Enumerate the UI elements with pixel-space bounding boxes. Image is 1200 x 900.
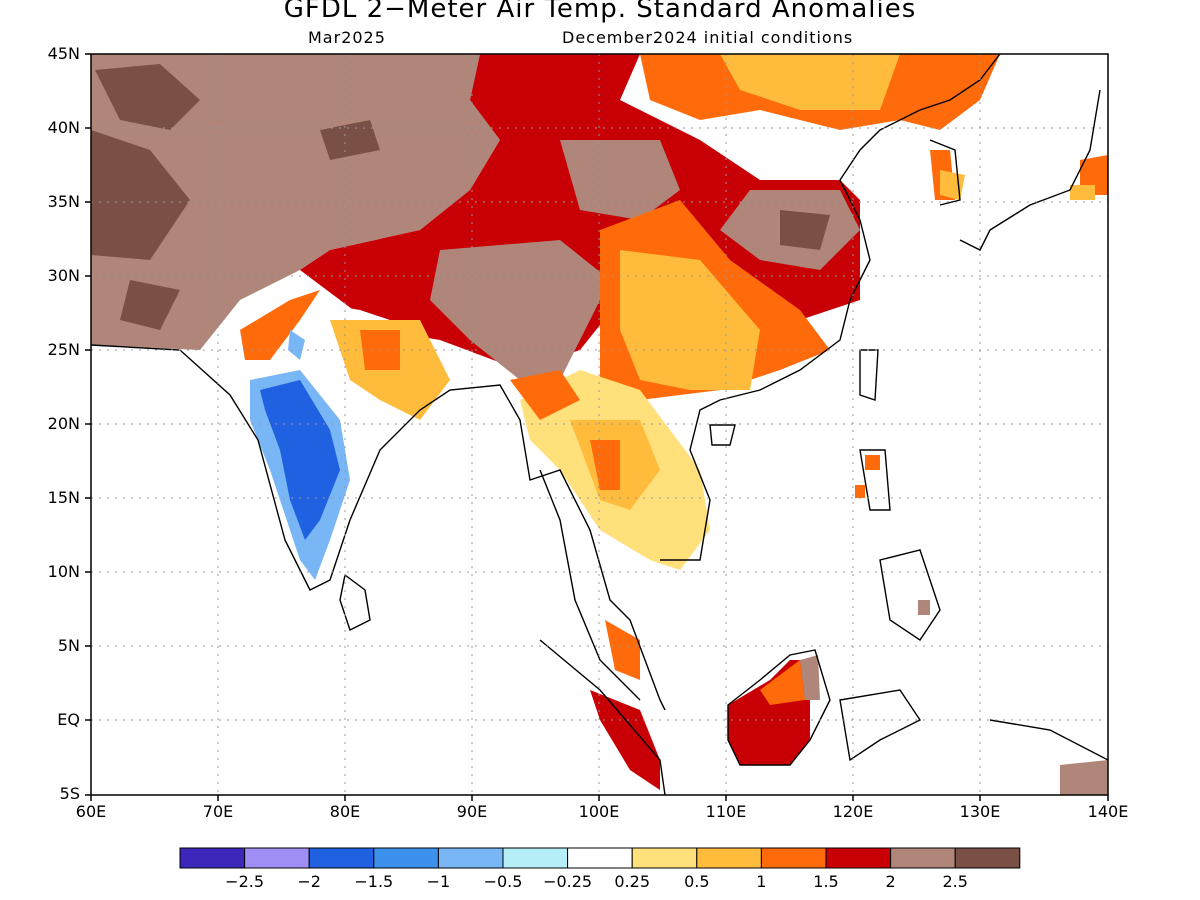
colorbar-label: −2.5 xyxy=(225,872,265,891)
colorbar-label: 0.5 xyxy=(684,872,710,891)
lat-label: 35N xyxy=(47,192,80,211)
india-anomaly xyxy=(260,380,340,540)
lat-label: 20N xyxy=(47,414,80,433)
colorbar-label: 0.25 xyxy=(614,872,650,891)
colorbar-swatch xyxy=(373,847,439,869)
colorbar-label: 2 xyxy=(885,872,896,891)
colorbar-label: 2.5 xyxy=(942,872,968,891)
colorbar-swatch xyxy=(308,847,375,869)
lon-label: 70E xyxy=(202,802,234,821)
colorbar-swatch xyxy=(825,847,892,869)
initial-conditions: December2024 initial conditions xyxy=(562,28,854,47)
grid xyxy=(91,54,1108,795)
chart-title: GFDL 2−Meter Air Temp. Standard Anomalie… xyxy=(283,0,917,24)
lon-label: 120E xyxy=(832,802,874,821)
lat-label: 25N xyxy=(47,340,80,359)
lon-label: 100E xyxy=(578,802,620,821)
lat-label: 40N xyxy=(47,118,80,137)
forecast-month: Mar2025 xyxy=(308,28,386,47)
lat-label: 10N xyxy=(47,562,80,581)
lat-label: 30N xyxy=(47,266,80,285)
colorbar-swatch xyxy=(179,847,246,869)
colorbar-label: −0.5 xyxy=(483,872,523,891)
colorbar-label: −1 xyxy=(426,872,451,891)
colorbar-swatch xyxy=(437,847,504,869)
colorbar-swatch xyxy=(502,847,569,869)
colorbar-swatch xyxy=(244,847,310,869)
colorbar-swatch xyxy=(890,847,956,869)
lon-label: 90E xyxy=(456,802,488,821)
lon-label: 110E xyxy=(705,802,747,821)
colorbar-label: 1 xyxy=(756,872,767,891)
lat-label: 5N xyxy=(57,636,80,655)
anomaly-fill xyxy=(91,54,1108,795)
west-asia-anomaly xyxy=(91,54,500,350)
lon-label: 130E xyxy=(959,802,1001,821)
colorbar-label: −1.5 xyxy=(354,872,394,891)
colorbar-swatch xyxy=(954,847,1021,869)
coastlines xyxy=(91,54,1108,795)
lon-label: 80E xyxy=(329,802,361,821)
lon-label: 60E xyxy=(75,802,107,821)
lat-label: 45N xyxy=(47,44,80,63)
colorbar-swatch xyxy=(760,847,827,869)
colorbar-swatch xyxy=(696,847,762,869)
colorbar-swatch xyxy=(631,847,698,869)
lat-label: 15N xyxy=(47,488,80,507)
colorbar-label: 1.5 xyxy=(813,872,839,891)
lat-label: 5S xyxy=(59,784,80,803)
tick-marks xyxy=(85,53,1109,801)
lat-label: EQ xyxy=(57,710,80,729)
lon-label: 140E xyxy=(1087,802,1129,821)
colorbar-label: −0.25 xyxy=(543,872,593,891)
colorbar xyxy=(179,847,1021,869)
colorbar-label: −2 xyxy=(297,872,321,891)
colorbar-swatch xyxy=(567,847,633,869)
